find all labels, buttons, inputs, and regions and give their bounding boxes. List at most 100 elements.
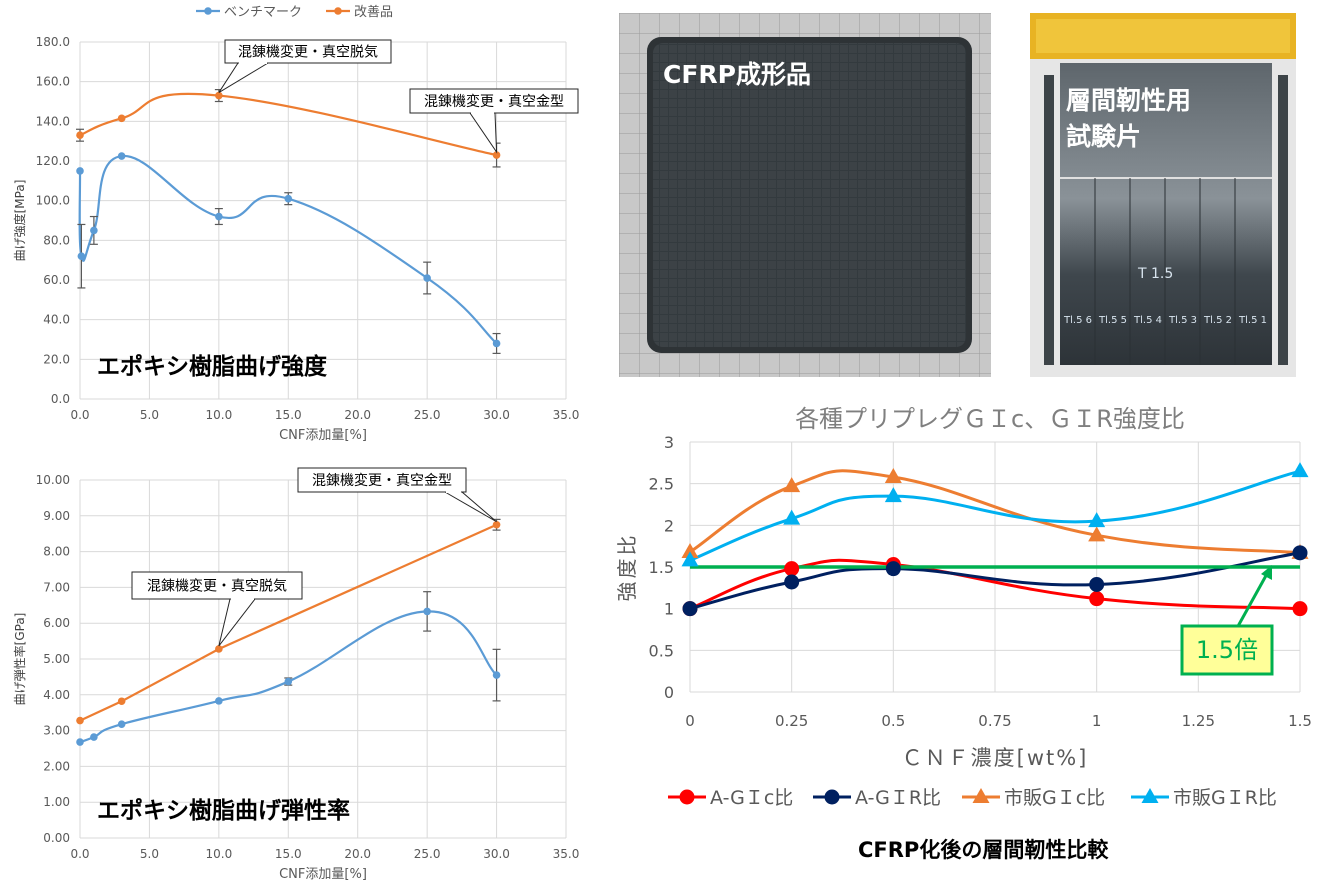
callout-pointer — [444, 491, 497, 523]
data-point — [76, 738, 84, 746]
x-tick-label: 15.0 — [275, 847, 302, 861]
callout-box — [131, 571, 303, 600]
legend-swatch-marker — [204, 7, 212, 15]
y-axis-label: 曲げ弾性率[GPa] — [12, 613, 27, 706]
legend-swatch-marker — [824, 789, 840, 805]
callout-text: 混錬機変更・真空脱気 — [238, 44, 378, 61]
y-tick-label: 1.5 — [649, 558, 674, 577]
data-point — [1292, 545, 1308, 561]
x-tick-label: 20.0 — [344, 408, 371, 422]
y-tick-label: 100.0 — [36, 194, 70, 208]
data-point — [284, 194, 293, 203]
data-point — [423, 274, 431, 282]
x-tick-label: 0.0 — [70, 847, 89, 861]
callout-text: 混錬機変更・真空金型 — [312, 472, 452, 489]
x-axis-label: CNF添加量[%] — [279, 867, 367, 882]
y-tick-label: 6.00 — [43, 616, 70, 630]
legend-swatch-marker — [679, 789, 695, 805]
y-tick-label: 4.00 — [43, 688, 70, 702]
handwriting-specimen-2: Tl.5 2 — [1203, 315, 1232, 326]
data-point — [492, 520, 501, 529]
legend-label: 改善品 — [354, 4, 393, 20]
data-point — [1088, 512, 1106, 528]
legend: A-GＩc比 A-GＩR比 市販GＩc比 市販GＩR比 — [668, 787, 1277, 809]
data-point — [1089, 591, 1105, 607]
bending-modulus-chart: 0.0 5.0 10.0 15.0 20.0 25.0 30.0 35.0 0.00 1.00 2.… — [12, 467, 580, 882]
data-point — [681, 551, 699, 567]
chart-title: 各種プリプレグＧＩc、ＧＩR強度比 — [795, 405, 1185, 433]
series-line-1 — [79, 92, 497, 157]
data-point — [284, 677, 293, 686]
series-line-1 — [79, 523, 498, 722]
x-tick-label: 15.0 — [275, 408, 302, 422]
legend-label: A-GＩc比 — [710, 787, 793, 809]
x-tick-label: 0 — [685, 712, 695, 730]
data-point — [90, 226, 98, 235]
series-line-0 — [78, 154, 498, 345]
y-tick-label: 2 — [664, 516, 674, 535]
cfrp-molded-plate-photo: CFRP成形品 — [619, 13, 991, 377]
y-tick-label: 8.00 — [43, 545, 70, 559]
series-line-3 — [689, 469, 1301, 562]
handwriting-specimen-3: Tl.5 3 — [1168, 315, 1197, 326]
y-tick-label: 160.0 — [36, 75, 70, 89]
legend-label: 市販GＩc比 — [1004, 787, 1105, 809]
data-point — [117, 152, 126, 160]
overlay-title: エポキシ樹脂曲げ強度 — [97, 353, 328, 380]
callout-text: 混錬機変更・真空脱気 — [147, 578, 287, 595]
x-axis-label: ＣＮＦ濃度[wt%] — [902, 746, 1089, 770]
y-tick-label: 180.0 — [36, 35, 70, 49]
callout-arrow-line — [1235, 571, 1270, 629]
annotation-callout: 混錬機変更・真空脱気 — [131, 571, 303, 647]
y-tick-label: 40.0 — [43, 313, 70, 327]
legend-label: A-GＩR比 — [855, 787, 941, 809]
y-tick-label: 0.5 — [649, 641, 674, 660]
data-point — [215, 212, 223, 221]
data-point — [784, 574, 800, 590]
data-point — [682, 601, 698, 617]
x-tick-label: 1.5 — [1288, 712, 1312, 730]
y-tick-label: 2.00 — [43, 759, 70, 773]
callout-box — [409, 88, 579, 114]
data-point — [884, 487, 902, 503]
data-point — [117, 114, 126, 123]
data-point — [117, 697, 126, 706]
data-point — [1291, 462, 1309, 478]
data-point — [215, 645, 223, 653]
data-point — [77, 252, 86, 260]
data-point — [76, 131, 84, 140]
legend: ベンチマーク 改善品 — [196, 4, 393, 20]
x-tick-label: 10.0 — [205, 408, 232, 422]
callout-box — [297, 467, 467, 493]
legend-swatch-marker — [972, 788, 990, 803]
x-tick-label: 25.0 — [414, 847, 441, 861]
x-tick-label: 35.0 — [553, 408, 580, 422]
specimen-label-line1: 層間靭性用 — [1066, 86, 1191, 115]
y-tick-label: 0.0 — [51, 392, 70, 406]
legend-swatch-marker — [1141, 788, 1159, 803]
data-point — [783, 509, 801, 525]
annotation-callout: 混錬機変更・真空金型 — [297, 467, 497, 523]
data-point — [783, 477, 801, 493]
y-axis-label: 曲げ強度[MPa] — [12, 180, 27, 262]
callout-pointer — [218, 598, 256, 647]
test-specimen-photo: 層間靭性用 試験片 T 1.5 Tl.5 6 Tl.5 5 Tl.5 4 Tl.… — [1030, 13, 1296, 377]
handwriting-specimen-5: Tl.5 5 — [1098, 315, 1127, 326]
x-tick-label: 35.0 — [553, 847, 580, 861]
data-point — [117, 720, 126, 728]
annotation-callout: 混錬機変更・真空金型 — [409, 88, 579, 154]
x-tick-label: 0.75 — [978, 712, 1011, 730]
data-point — [215, 91, 223, 100]
x-tick-label: 10.0 — [205, 847, 232, 861]
handwriting-specimen-1: Tl.5 1 — [1238, 315, 1267, 326]
series-line-1 — [689, 551, 1301, 611]
data-point — [492, 151, 501, 159]
series-line-2 — [689, 469, 1301, 555]
y-tick-label: 3.00 — [43, 724, 70, 738]
data-point — [423, 607, 431, 616]
data-point — [681, 543, 699, 558]
y-tick-label: 5.00 — [43, 652, 70, 666]
callout-box — [224, 39, 392, 64]
x-tick-label: 25.0 — [414, 408, 441, 422]
specimen-label-line2: 試験片 — [1066, 122, 1141, 151]
